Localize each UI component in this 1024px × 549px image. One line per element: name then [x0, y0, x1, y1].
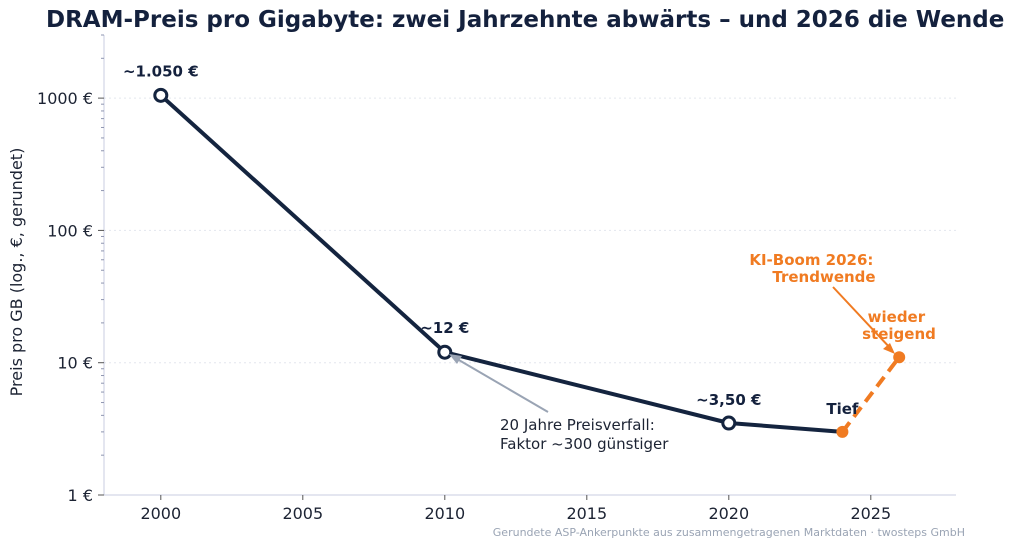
decline-note-line-2: Faktor ~300 günstiger — [500, 435, 669, 453]
data-point-marker — [721, 415, 737, 431]
boom-arrow-head — [883, 343, 895, 354]
data-point-label: ~3,50 € — [696, 391, 761, 409]
decline-note: 20 Jahre Preisverfall: Faktor ~300 günst… — [500, 416, 669, 453]
y-tick-label: 1 € — [68, 486, 93, 505]
price-rebound-dashed-line — [840, 355, 901, 434]
x-tick-label: 2010 — [424, 504, 465, 523]
x-tick-label: 2015 — [566, 504, 607, 523]
y-tick-label: 10 € — [57, 354, 93, 373]
x-tick-label: 2005 — [282, 504, 323, 523]
data-point-label: ~1.050 € — [123, 62, 199, 80]
price-decline-line — [158, 93, 845, 434]
boom-label-line-2: Trendwende — [772, 268, 875, 286]
decline-note-line-1: 20 Jahre Preisverfall: — [500, 416, 655, 434]
boom-label: KI-Boom 2026: Trendwende — [749, 251, 878, 286]
y-axis-label: Preis pro GB (log., €, gerundet) — [7, 148, 26, 397]
y-axis-ticks: 1 € 10 € 100 € 1000 € — [37, 34, 104, 505]
boom-label-line-1: KI-Boom 2026: — [749, 251, 873, 269]
y-tick-label: 1000 € — [37, 89, 93, 108]
x-axis-ticks: 2000 2005 2010 2015 2020 2025 — [140, 495, 891, 523]
boom-arrow-line — [832, 286, 893, 351]
data-point-marker — [153, 87, 169, 103]
y-tick-label: 100 € — [47, 221, 93, 240]
rising-label: wieder steigend — [862, 308, 936, 343]
data-point-label: ~12 € — [420, 319, 469, 337]
data-point-marker — [437, 344, 453, 360]
x-tick-label: 2025 — [850, 504, 891, 523]
decline-arrow-head — [449, 354, 462, 364]
x-tick-label: 2000 — [140, 504, 181, 523]
data-point-marker-orange — [893, 351, 906, 364]
data-point-marker-orange — [836, 425, 849, 438]
axes — [103, 35, 956, 496]
chart-title: DRAM-Preis pro Gigabyte: zwei Jahrzehnte… — [46, 7, 1004, 33]
rising-label-line-2: steigend — [862, 325, 936, 343]
decline-arrow-line — [451, 355, 549, 413]
rising-label-line-1: wieder — [868, 308, 926, 326]
x-tick-label: 2020 — [708, 504, 749, 523]
source-note: Gerundete ASP-Ankerpunkte aus zusammenge… — [493, 526, 965, 539]
data-point-label: Tief — [826, 400, 859, 418]
point-labels: ~1.050 € ~12 € ~3,50 € Tief — [123, 62, 859, 418]
series-layer — [153, 87, 906, 438]
